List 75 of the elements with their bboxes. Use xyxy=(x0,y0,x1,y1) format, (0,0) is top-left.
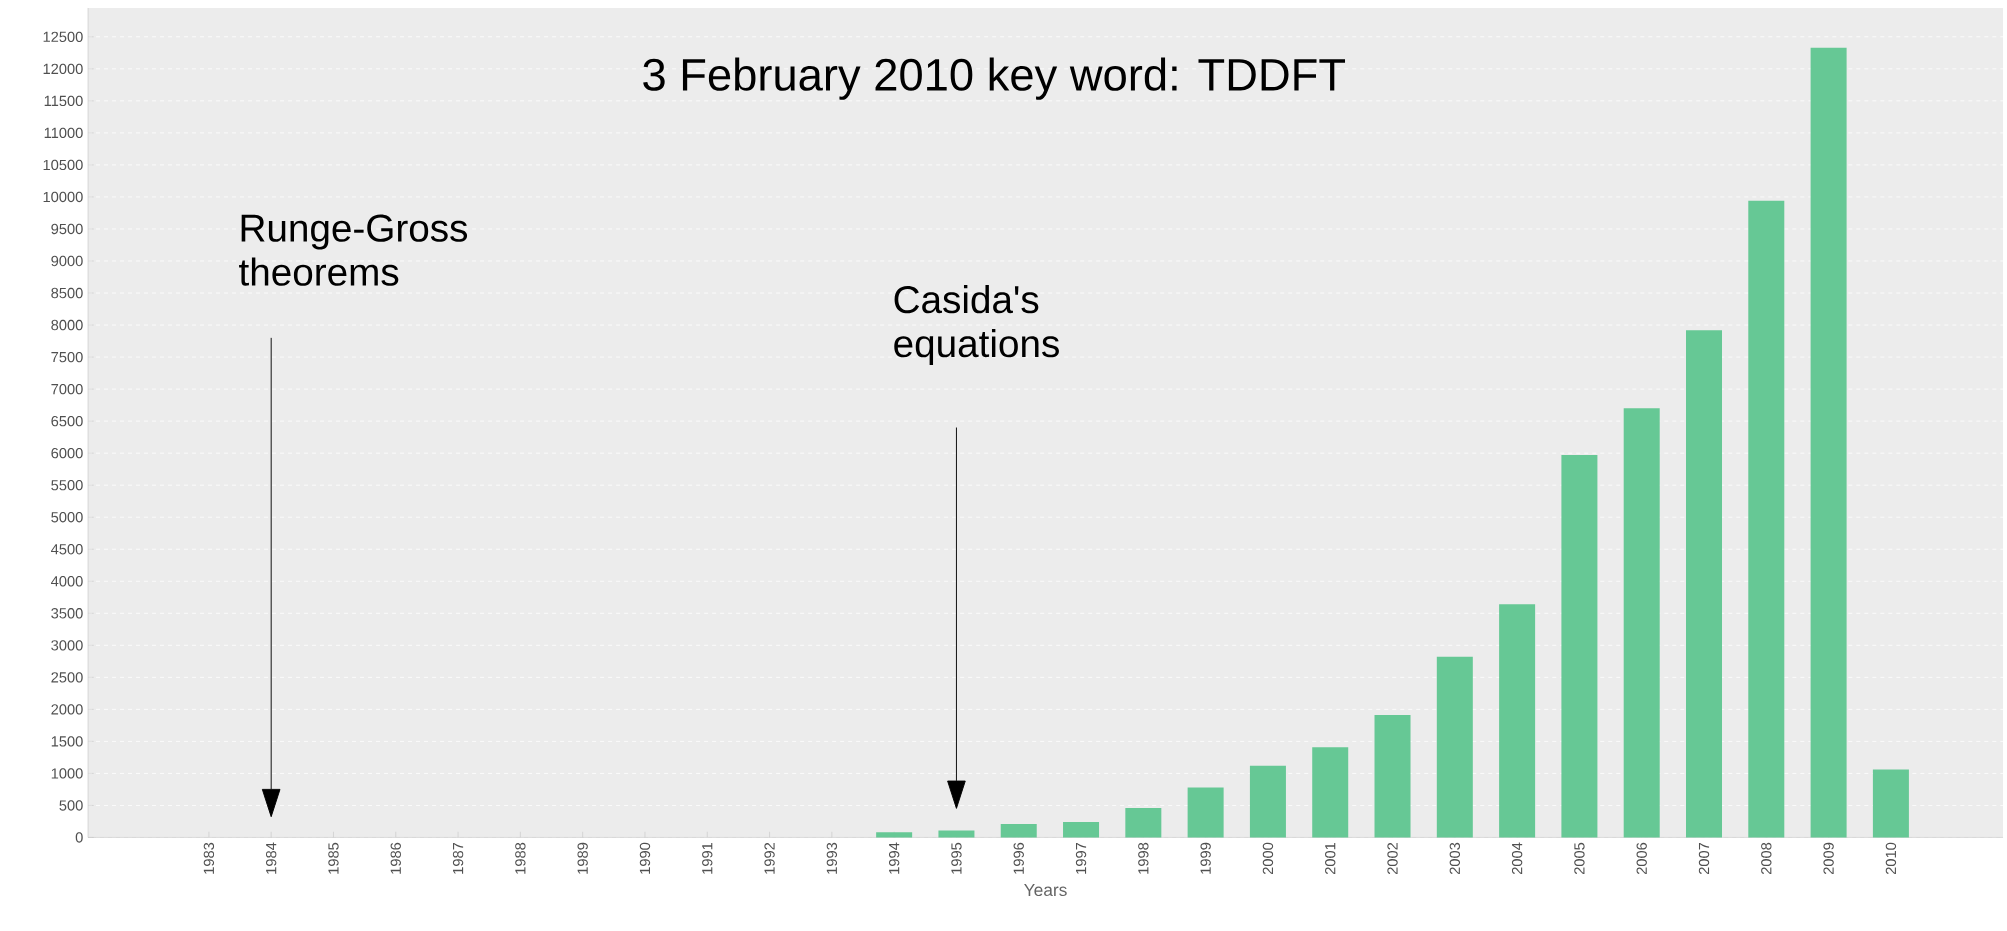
y-tick-label: 6500 xyxy=(51,416,83,427)
x-tick-label: 1995 xyxy=(951,842,962,874)
y-tick-label: 10000 xyxy=(43,191,83,203)
y-tick-label: 12000 xyxy=(43,63,83,75)
x-tick-label: 1992 xyxy=(764,843,775,874)
x-tick-label: 2003 xyxy=(1449,842,1461,875)
x-tick-label: 1984 xyxy=(266,842,277,874)
bar xyxy=(1436,656,1473,838)
bar xyxy=(1499,604,1536,838)
x-tick-label: 1991 xyxy=(702,842,713,874)
y-tick-label: 0 xyxy=(75,832,83,843)
x-tick-label: 2000 xyxy=(1262,842,1274,875)
y-tick-label: 7000 xyxy=(51,384,83,395)
bar xyxy=(1810,47,1847,838)
y-tick-label: 8000 xyxy=(51,319,83,331)
y-tick-label: 1500 xyxy=(51,736,83,747)
annotation: Runge-Gross theorems xyxy=(239,214,468,286)
x-tick-label: 2007 xyxy=(1698,843,1710,875)
bar xyxy=(1561,455,1598,838)
x-tick-label: 1985 xyxy=(328,842,339,874)
y-tick-label: 7500 xyxy=(51,351,83,363)
x-tick-label: 2002 xyxy=(1387,843,1398,875)
x-tick-label: 1988 xyxy=(515,842,526,874)
bar xyxy=(1000,824,1037,838)
y-tick-label: 2000 xyxy=(51,704,83,715)
text: 3 February 2010 key word: TDDFT xyxy=(643,57,1346,100)
bar xyxy=(1125,808,1162,838)
y-tick-label: 12500 xyxy=(43,31,83,43)
bar xyxy=(1187,787,1224,838)
x-tick-label: 1994 xyxy=(888,842,900,874)
bar xyxy=(1249,765,1286,838)
x-tick-label: 2009 xyxy=(1823,842,1834,875)
x-tick-label: 1989 xyxy=(577,842,588,874)
x-tick-label: 2005 xyxy=(1574,842,1585,875)
y-tick-label: 9500 xyxy=(51,223,83,235)
bar xyxy=(1686,330,1723,838)
y-tick-label: 5500 xyxy=(51,480,83,491)
bar xyxy=(1623,408,1660,838)
bar xyxy=(1063,822,1100,838)
y-tick-label: 4000 xyxy=(51,576,83,587)
y-tick-label: 10500 xyxy=(43,159,83,171)
y-tick-label: 500 xyxy=(59,800,83,811)
x-tick-label: 1996 xyxy=(1013,842,1024,874)
x-axis-title: Years xyxy=(1024,884,1067,897)
y-tick-label: 8500 xyxy=(51,287,83,299)
y-tick-label: 2500 xyxy=(51,672,83,683)
x-tick-label: 2001 xyxy=(1325,842,1336,875)
x-tick-label: 1986 xyxy=(390,842,401,874)
y-tick-label: 4500 xyxy=(51,544,83,555)
x-tick-label: 2008 xyxy=(1761,842,1772,875)
y-tick-label: 9000 xyxy=(51,255,83,267)
y-tick-label: 5000 xyxy=(51,512,83,523)
x-tick-label: 1997 xyxy=(1075,843,1087,874)
bar xyxy=(1748,200,1785,838)
x-tick-label: 1998 xyxy=(1138,842,1149,874)
x-tick-label: 1983 xyxy=(203,842,215,874)
x-tick-label: 1990 xyxy=(639,842,651,874)
y-tick-label: 1000 xyxy=(51,768,83,779)
bar xyxy=(1374,715,1411,838)
bar xyxy=(1312,747,1349,838)
y-tick-label: 3500 xyxy=(51,608,83,619)
y-tick-label: 11000 xyxy=(44,127,83,139)
x-tick-label: 1993 xyxy=(826,842,838,874)
annotation: Casida's equations xyxy=(894,285,1059,366)
x-tick-label: 1999 xyxy=(1200,842,1211,874)
bar xyxy=(1872,769,1909,838)
x-tick-label: 1987 xyxy=(452,843,464,874)
bar xyxy=(938,830,975,838)
y-tick-label: 11500 xyxy=(44,95,83,107)
x-tick-label: 2006 xyxy=(1636,842,1647,875)
x-tick-label: 2010 xyxy=(1885,842,1897,875)
bar xyxy=(876,832,913,838)
x-tick-label: 2004 xyxy=(1511,842,1523,875)
y-tick-label: 3000 xyxy=(51,640,83,651)
y-tick-label: 6000 xyxy=(51,448,83,459)
